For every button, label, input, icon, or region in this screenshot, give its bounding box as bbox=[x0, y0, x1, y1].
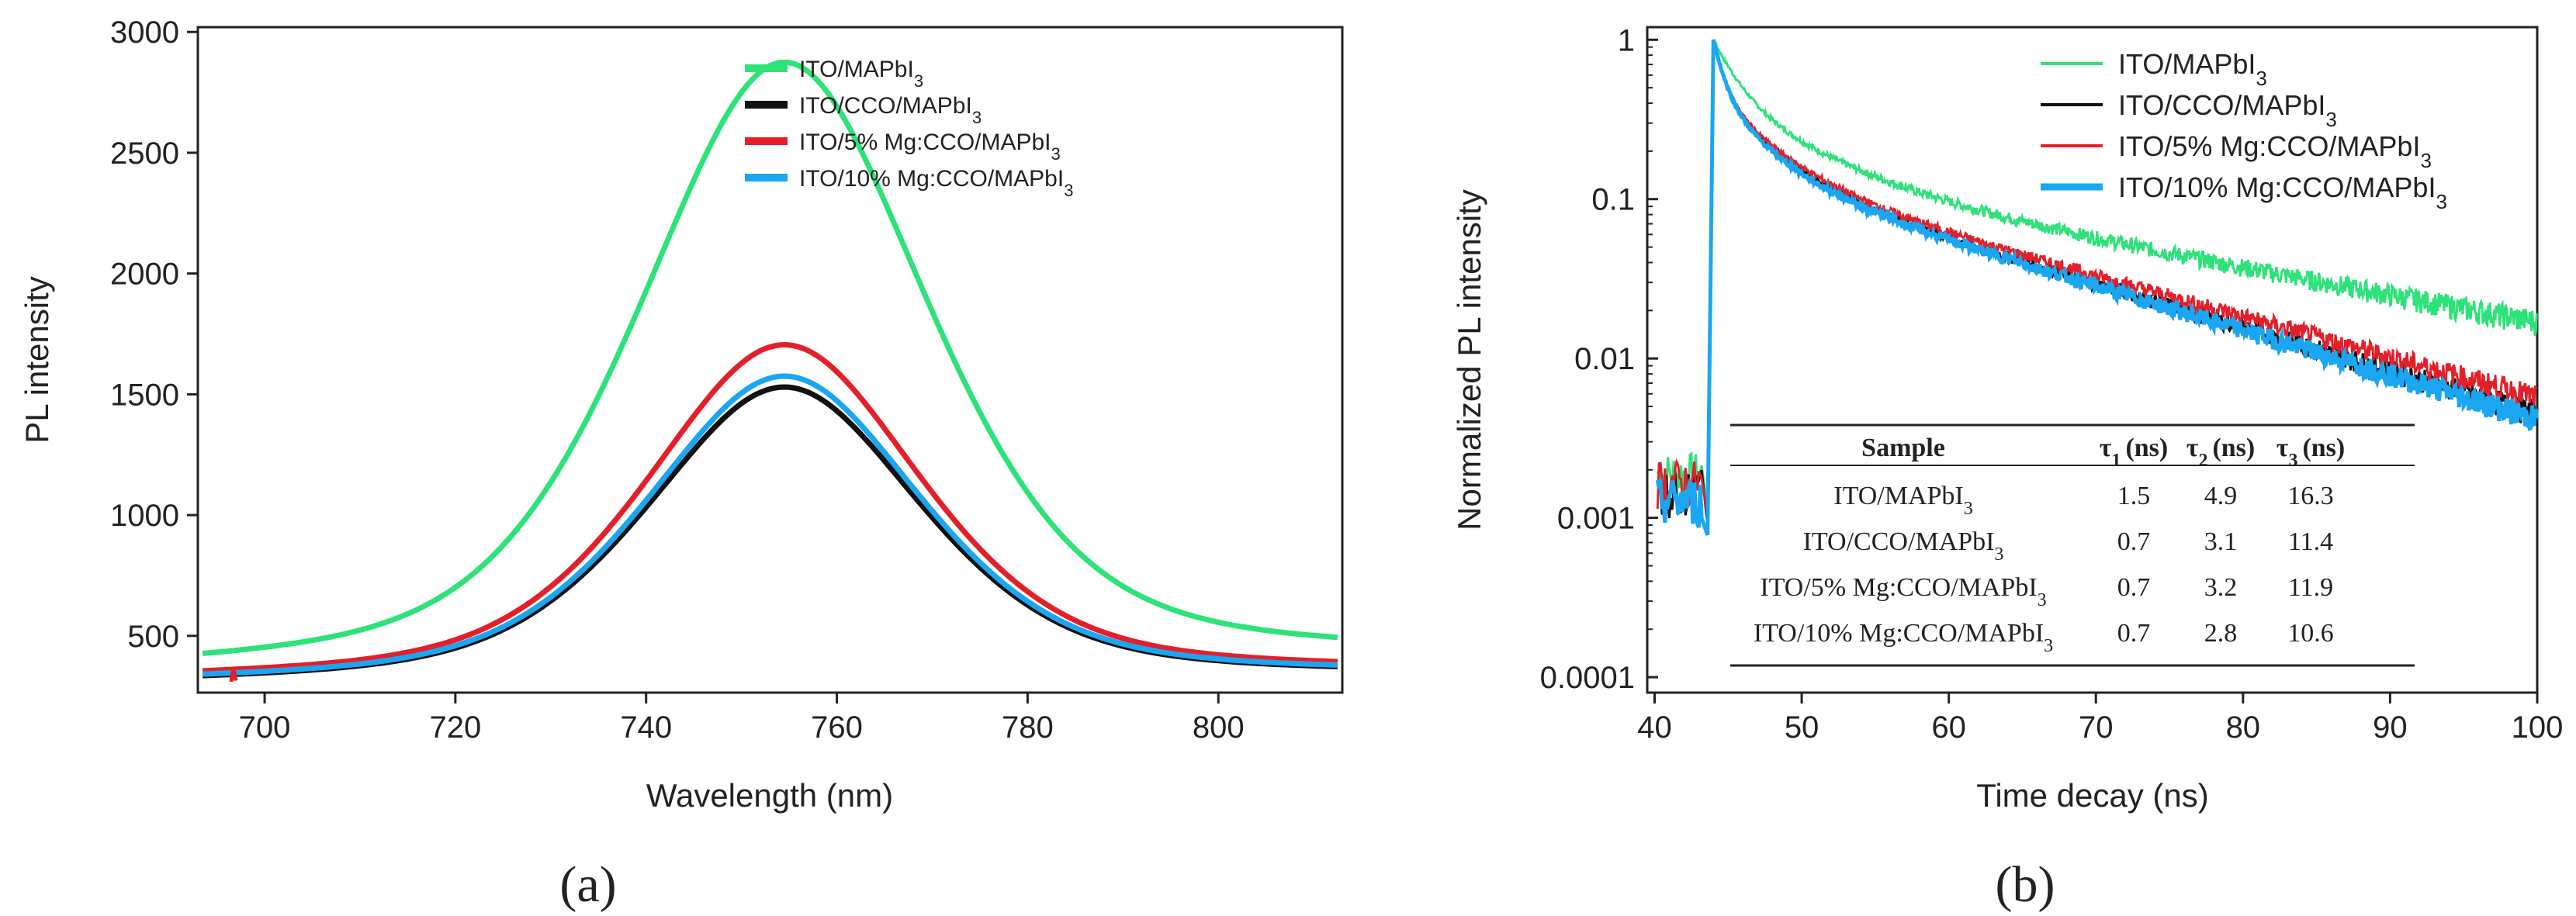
y-tick-label: 0.001 bbox=[1557, 502, 1635, 536]
x-tick-label: 760 bbox=[811, 710, 863, 745]
table-header-tau-3: τ3 (ns) bbox=[2277, 434, 2345, 471]
table-cell-tau-1: 0.7 bbox=[2117, 527, 2151, 556]
table-cell-sample: ITO/CCO/MAPbI3 bbox=[1803, 527, 2004, 565]
y-tick-label: 2000 bbox=[110, 258, 179, 292]
panel-b-x-axis-label: Time decay (ns) bbox=[1976, 777, 2209, 814]
caption-a: (a) bbox=[559, 856, 616, 913]
table-cell-tau-3: 11.4 bbox=[2288, 527, 2333, 556]
y-tick-label: 0.01 bbox=[1574, 342, 1635, 376]
panel-a-x-ticks: 700 720 740 760 780 800 bbox=[239, 693, 1245, 745]
table-cell-tau-3: 11.9 bbox=[2288, 573, 2333, 602]
x-tick-label: 740 bbox=[620, 710, 672, 745]
x-tick-label: 90 bbox=[2373, 710, 2408, 745]
table-cell-tau-2: 4.9 bbox=[2204, 482, 2238, 510]
table-cell-tau-2: 3.2 bbox=[2204, 573, 2238, 602]
red-spike bbox=[229, 668, 238, 683]
legend-label-red: ITO/5% Mg:CCO/MAPbI3 bbox=[799, 130, 1061, 164]
x-tick-label: 100 bbox=[2512, 710, 2564, 745]
caption-b: (b) bbox=[1996, 856, 2055, 913]
y-tick-label: 0.1 bbox=[1591, 183, 1635, 217]
legend-label-blue: ITO/10% Mg:CCO/MAPbI3 bbox=[2118, 171, 2447, 213]
panel-b-y-ticks: 1 0.1 0.01 0.001 0.0001 bbox=[1540, 23, 1658, 695]
panel-b-plot-frame bbox=[1646, 26, 2539, 694]
x-tick-label: 60 bbox=[1931, 710, 1966, 745]
panel-b: 40 50 60 70 80 90 100 1 0.1 0.01 0.001 0.0001 Time… bbox=[1451, 23, 2563, 814]
table-cell-tau-3: 16.3 bbox=[2287, 482, 2334, 510]
table-cell-tau-1: 0.7 bbox=[2117, 619, 2151, 648]
panel-a-x-axis-label: Wavelength (nm) bbox=[646, 777, 893, 814]
y-tick-label: 0.0001 bbox=[1540, 661, 1635, 695]
y-tick-label: 1 bbox=[1618, 23, 1635, 57]
legend-label-green: ITO/MAPbI3 bbox=[2118, 48, 2267, 90]
panel-b-y-axis-label: Normalized PL intensity bbox=[1451, 189, 1487, 531]
table-cell-tau-3: 10.6 bbox=[2287, 619, 2334, 648]
panel-a: 700 720 740 760 780 800 500 1000 1500 2000 2500 30… bbox=[19, 16, 1344, 814]
legend-label-green: ITO/MAPbI3 bbox=[799, 57, 923, 91]
y-tick-label: 2500 bbox=[110, 137, 179, 171]
panel-a-y-axis-label: PL intensity bbox=[19, 276, 55, 444]
legend-label-blue: ITO/10% Mg:CCO/MAPbI3 bbox=[799, 166, 1073, 200]
panel-a-curves bbox=[202, 59, 1338, 683]
panel-b-lifetime-table: Sample τ1 (ns) τ2 (ns) τ3 (ns) ITO/MAPbI3 1.5 4.9… bbox=[1730, 423, 2415, 667]
y-tick-label: 500 bbox=[127, 620, 179, 654]
table-header-sample: Sample bbox=[1861, 434, 1945, 462]
panel-b-curves bbox=[1655, 39, 2539, 536]
series-line-red bbox=[1656, 39, 2538, 517]
table-cell-sample: ITO/5% Mg:CCO/MAPbI3 bbox=[1760, 573, 2046, 610]
panel-b-x-ticks: 40 50 60 70 80 90 100 bbox=[1637, 693, 2563, 745]
y-tick-label: 1500 bbox=[110, 378, 179, 412]
x-tick-label: 70 bbox=[2079, 710, 2114, 745]
panel-a-y-ticks: 500 1000 1500 2000 2500 3000 bbox=[110, 16, 198, 654]
legend-label-black: ITO/CCO/MAPbI3 bbox=[799, 93, 982, 127]
table-cell-tau-2: 3.1 bbox=[2204, 527, 2238, 556]
table-header-tau-1: τ1 (ns) bbox=[2100, 434, 2168, 471]
legend-label-red: ITO/5% Mg:CCO/MAPbI3 bbox=[2118, 130, 2432, 172]
x-tick-label: 780 bbox=[1002, 710, 1054, 745]
table-cell-sample: ITO/10% Mg:CCO/MAPbI3 bbox=[1754, 619, 2053, 656]
x-tick-label: 40 bbox=[1637, 710, 1672, 745]
series-line-green bbox=[202, 59, 1338, 656]
panel-a-plot-frame bbox=[196, 26, 1344, 694]
table-cell-tau-1: 1.5 bbox=[2117, 482, 2151, 510]
table-cell-tau-1: 0.7 bbox=[2117, 573, 2151, 602]
series-line-blue bbox=[1655, 39, 2539, 536]
series-line-red bbox=[202, 341, 1338, 674]
table-cell-sample: ITO/MAPbI3 bbox=[1833, 482, 1973, 519]
series-line-blue bbox=[202, 373, 1338, 677]
y-tick-label: 1000 bbox=[110, 499, 179, 533]
table-header-tau-2: τ2 (ns) bbox=[2186, 434, 2255, 471]
x-tick-label: 700 bbox=[239, 710, 291, 745]
x-tick-label: 720 bbox=[430, 710, 482, 745]
series-line-black bbox=[202, 384, 1338, 679]
legend-label-black: ITO/CCO/MAPbI3 bbox=[2118, 89, 2337, 131]
x-tick-label: 50 bbox=[1785, 710, 1819, 745]
x-tick-label: 800 bbox=[1193, 710, 1245, 745]
table-cell-tau-2: 2.8 bbox=[2204, 619, 2238, 648]
series-line-green bbox=[1656, 39, 2538, 510]
x-tick-label: 80 bbox=[2226, 710, 2261, 745]
y-tick-label: 3000 bbox=[110, 16, 179, 50]
